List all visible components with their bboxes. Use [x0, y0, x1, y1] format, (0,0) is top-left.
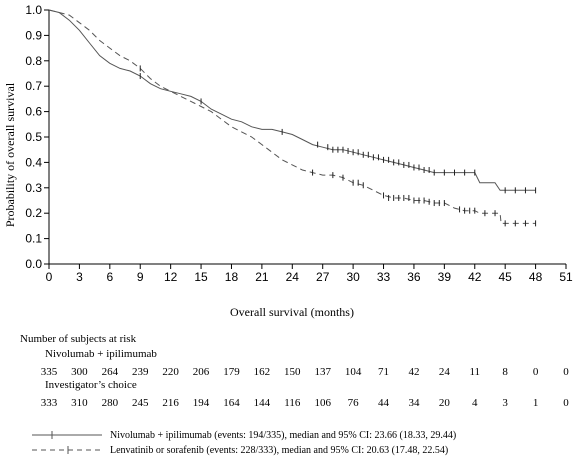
y-axis-title: Probability of overall survival — [3, 82, 17, 227]
y-tick-label: 0.3 — [25, 181, 42, 195]
series-layer — [48, 9, 537, 227]
risk-count: 300 — [71, 366, 88, 378]
risk-count: 116 — [284, 397, 301, 409]
legend-label-lenvatinib: Lenvatinib or sorafenib (events: 228/333… — [110, 444, 449, 456]
risk-count: 239 — [131, 366, 149, 378]
risk-count: 42 — [408, 366, 420, 378]
y-tick-label: 0.7 — [25, 79, 42, 93]
x-tick-label: 18 — [225, 270, 239, 284]
risk-count: 34 — [408, 397, 420, 409]
risk-count: 179 — [223, 366, 240, 378]
risk-count: 216 — [162, 397, 179, 409]
legend-item-lenvatinib: Lenvatinib or sorafenib (events: 228/333… — [30, 443, 448, 457]
axes-layer: 0 3 6 9 12 15 18 21 24 27 30 33 36 39 42 45 48 510.00.10.… — [25, 3, 573, 284]
risk-count: 150 — [284, 366, 301, 378]
risk-count: 264 — [101, 366, 119, 378]
x-tick-label: 21 — [255, 270, 269, 284]
x-tick-label: 3 — [76, 270, 83, 284]
series-line-nivolumab — [48, 9, 536, 191]
risk-count: 144 — [253, 397, 271, 409]
risk-count: 44 — [378, 397, 390, 409]
y-tick-label: 1.0 — [25, 3, 42, 17]
risk-count: 24 — [438, 366, 450, 378]
risk-count: 76 — [347, 397, 359, 409]
risk-count: 206 — [192, 366, 210, 378]
risk-count: 280 — [101, 397, 119, 409]
risk-count: 3 — [502, 397, 508, 409]
risk-count: 1 — [532, 397, 539, 409]
x-tick-label: 33 — [377, 270, 391, 284]
x-tick-label: 12 — [164, 270, 178, 284]
y-tick-label: 0.6 — [25, 105, 42, 119]
x-tick-label: 0 — [46, 270, 53, 284]
legend-item-nivolumab: Nivolumab + ipilimumab (events: 194/335)… — [30, 428, 456, 442]
risk-count: 106 — [314, 397, 331, 409]
x-tick-label: 45 — [498, 270, 512, 284]
risk-group-label-nivolumab: Nivolumab + ipilimumab — [45, 348, 157, 360]
legend-swatch-solid — [32, 431, 102, 439]
x-tick-label: 48 — [529, 270, 543, 284]
risk-count: 137 — [314, 366, 331, 378]
x-tick-label: 27 — [316, 270, 330, 284]
x-axis-title: Overall survival (months) — [230, 305, 354, 319]
risk-count: 0 — [532, 366, 539, 378]
risk-count: 20 — [438, 397, 450, 409]
x-tick-label: 6 — [106, 270, 113, 284]
y-tick-label: 0.2 — [25, 206, 42, 220]
y-tick-label: 0.0 — [25, 257, 42, 271]
y-tick-label: 0.9 — [25, 28, 42, 42]
km-chart: 0 3 6 9 12 15 18 21 24 27 30 33 36 39 42 45 48 510.00.10.… — [3, 3, 573, 319]
x-tick-label: 39 — [438, 270, 452, 284]
y-tick-label: 0.5 — [25, 130, 42, 144]
legend-swatch-dashed — [32, 446, 102, 454]
x-tick-label: 36 — [407, 270, 421, 284]
x-tick-label: 15 — [194, 270, 208, 284]
risk-table-title: Number of subjects at risk — [20, 333, 137, 345]
y-tick-label: 0.4 — [25, 155, 42, 169]
risk-count: 194 — [192, 397, 210, 409]
risk-count: 4 — [472, 397, 478, 409]
risk-count: 310 — [71, 397, 88, 409]
risk-count: 104 — [344, 366, 362, 378]
risk-count: 220 — [162, 366, 179, 378]
risk-count: 0 — [563, 366, 569, 378]
risk-count: 162 — [253, 366, 271, 378]
risk-count: 11 — [469, 366, 481, 378]
legend-label-nivolumab: Nivolumab + ipilimumab (events: 194/335)… — [110, 429, 457, 441]
y-tick-label: 0.1 — [25, 232, 42, 246]
risk-count: 333 — [40, 397, 58, 409]
risk-group-label-investigator: Investigator’s choice — [45, 379, 137, 391]
x-tick-label: 30 — [346, 270, 360, 284]
risk-count: 71 — [378, 366, 390, 378]
x-tick-label: 42 — [468, 270, 482, 284]
x-tick-label: 51 — [559, 270, 573, 284]
x-tick-label: 24 — [286, 270, 300, 284]
x-tick-label: 9 — [137, 270, 144, 284]
y-tick-label: 0.8 — [25, 54, 42, 68]
risk-count: 164 — [223, 397, 240, 409]
series-line-lenvatinib — [48, 9, 536, 224]
risk-count: 8 — [502, 366, 508, 378]
risk-count: 245 — [131, 397, 149, 409]
risk-count: 0 — [563, 397, 569, 409]
risk-count: 335 — [40, 366, 58, 378]
